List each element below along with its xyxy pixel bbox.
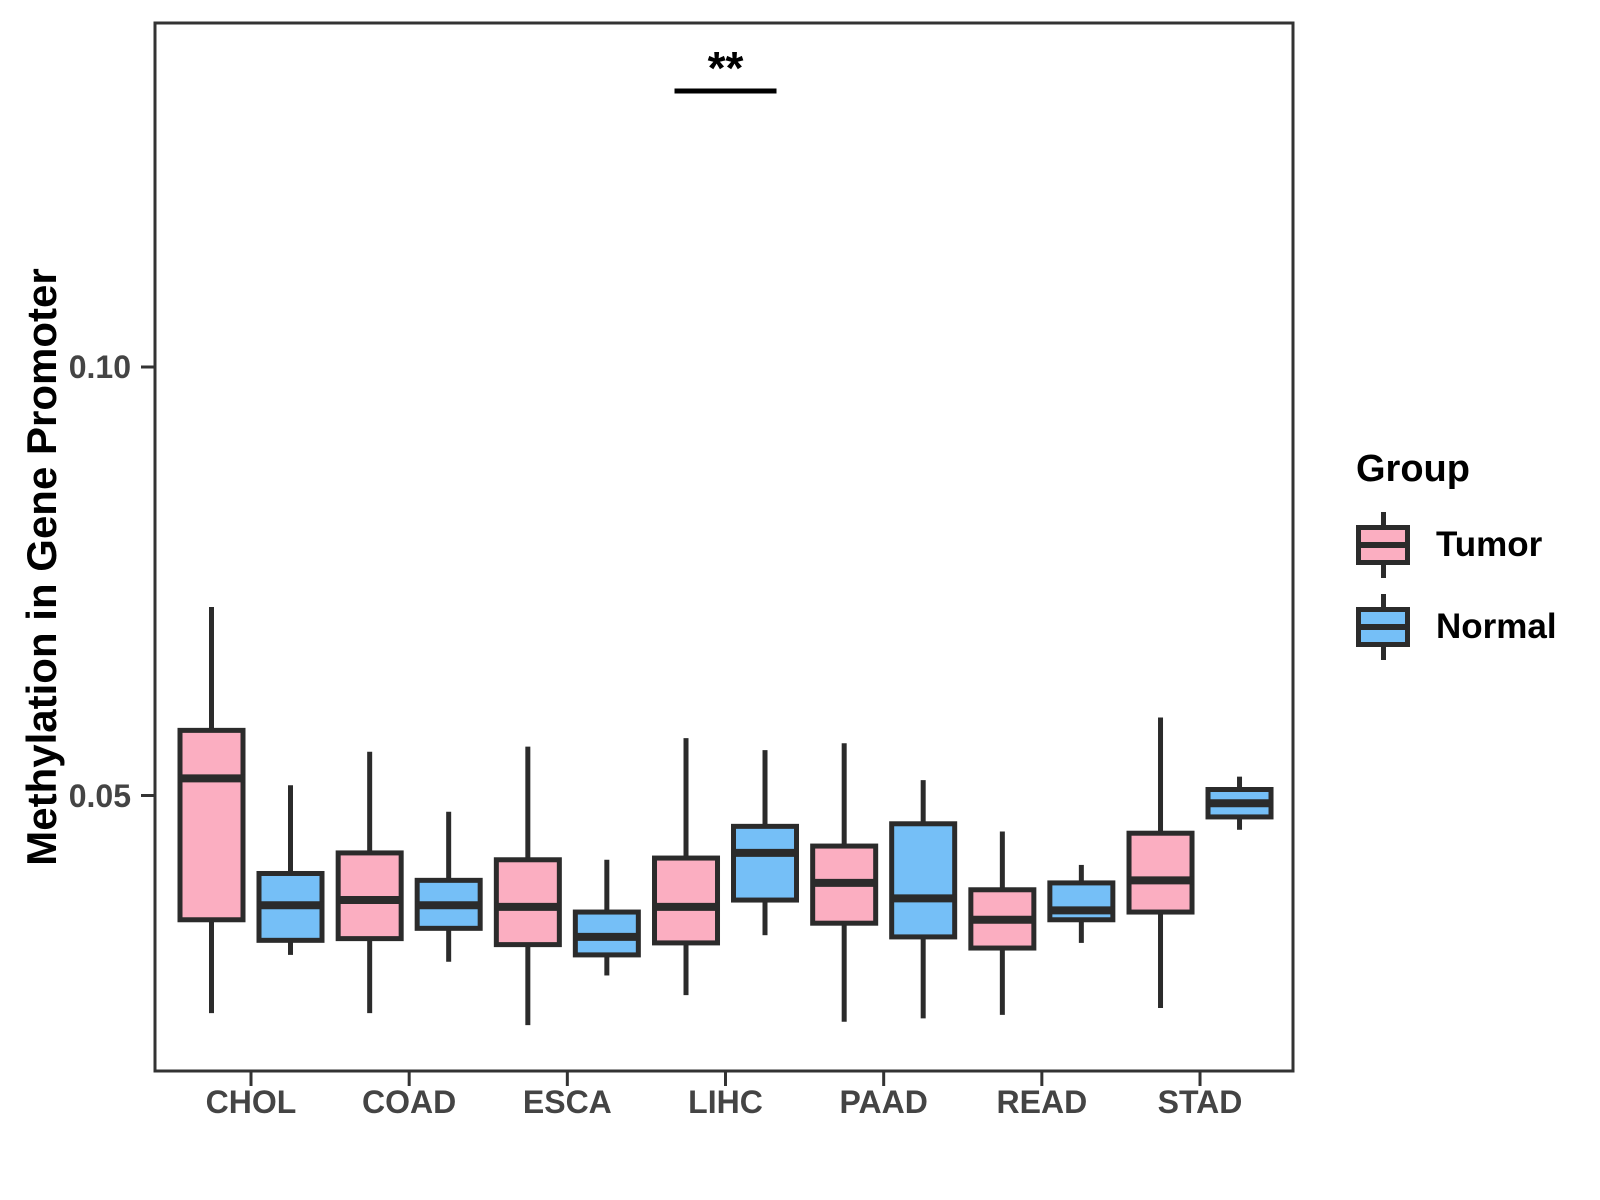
plot-panel-border [153,21,1295,1073]
box-tumor-LIHC [652,855,721,946]
y-axis-title: Methylation in Gene Promoter [18,268,65,866]
x-tick-label-LIHC: LIHC [688,1084,763,1120]
legend-label-normal: Normal [1436,607,1557,646]
legend-label-tumor: Tumor [1436,525,1543,564]
box-tumor-ESCA [493,857,562,948]
x-tick-label-CHOL: CHOL [205,1084,297,1120]
x-tick-label-ESCA: ESCA [522,1084,612,1120]
legend-key-box [1356,607,1410,647]
x-tick-label-PAAD: PAAD [839,1084,928,1120]
legend-entry-tumor: Tumor [1356,511,1586,579]
legend-entries: Tumor Normal [1356,511,1586,661]
legend-key-boxplot-icon [1356,512,1410,578]
legend-key-median [1361,624,1405,630]
legend-key-boxplot-icon [1356,594,1410,660]
box-normal-PAAD [889,821,958,940]
y-tick-label-0.05: 0.05 [68,777,131,814]
box-tumor-COAD [335,850,404,942]
x-tick-label-COAD: COAD [362,1084,457,1120]
box-normal-LIHC [731,823,800,903]
y-tick-label-0.10: 0.10 [68,349,131,385]
legend-entry-normal: Normal [1356,593,1586,661]
legend: Group Tumor Normal [1356,448,1586,675]
legend-title: Group [1356,448,1470,490]
box-tumor-CHOL [177,727,246,923]
x-tick-label-STAD: STAD [1157,1084,1243,1120]
legend-key-median [1361,542,1405,548]
box-tumor-STAD [1126,830,1195,915]
x-tick-label-READ: READ [996,1084,1088,1120]
significance-label-LIHC: ** [708,42,744,94]
legend-key-box [1356,525,1410,565]
